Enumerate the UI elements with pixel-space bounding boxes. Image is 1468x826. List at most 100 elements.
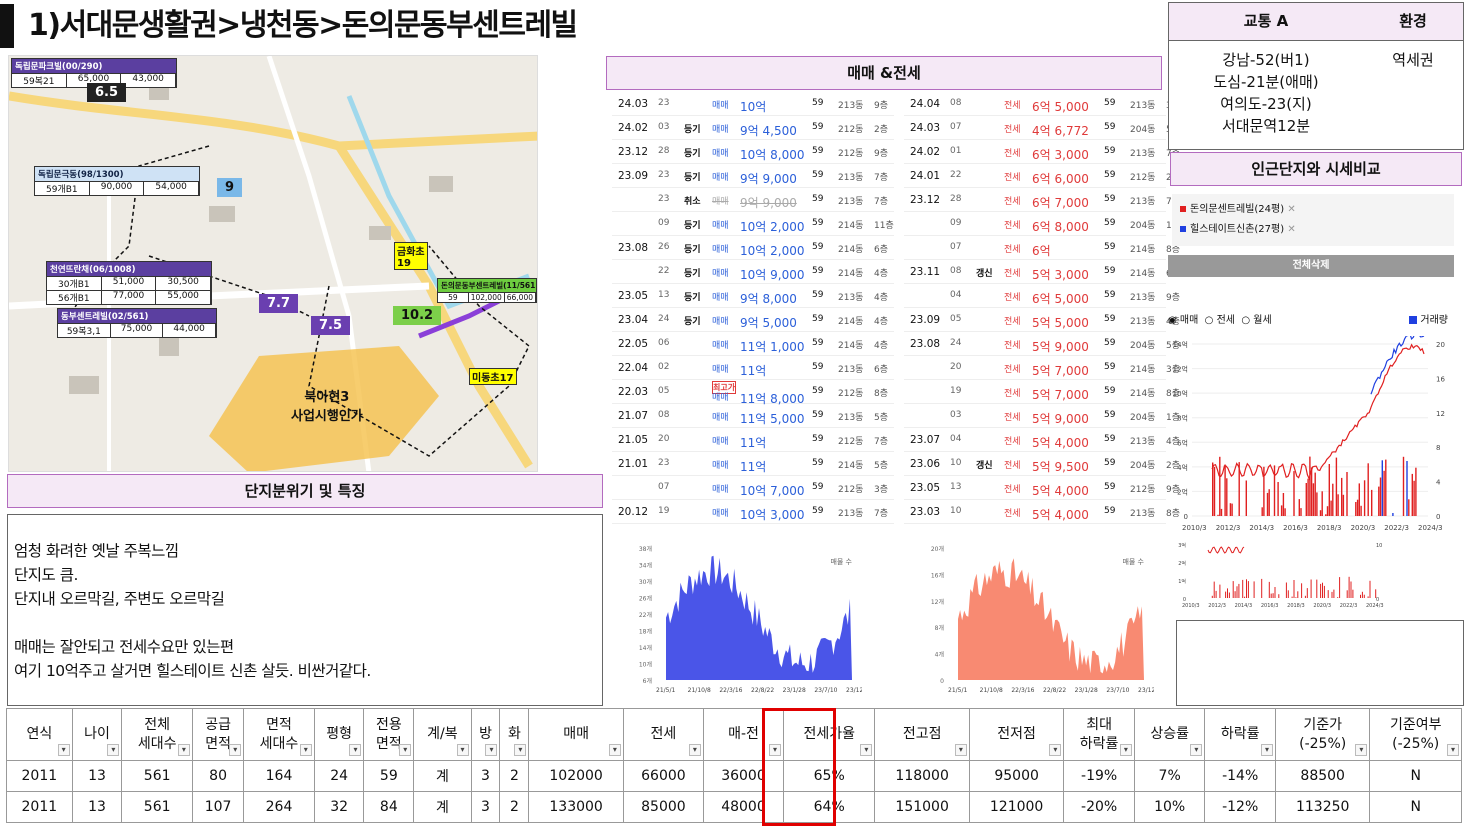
table-header-cell[interactable]: 방 ▾ (470, 708, 501, 761)
table-header-cell[interactable]: 기준가 (-25%) ▾ (1274, 708, 1371, 761)
transaction-row[interactable]: 23.08 26 등기 매매 10억 2,000 59 214동 6층 (612, 236, 894, 260)
filter-dropdown-icon[interactable]: ▾ (1190, 744, 1203, 756)
radio-monthly[interactable]: ○ 월세 (1241, 315, 1272, 326)
table-header-cell[interactable]: 전세 ▾ (622, 708, 704, 761)
transaction-row[interactable]: 23 취소 매매 9억 9,000 59 213동 7층 (612, 188, 894, 212)
volume-bar (1309, 456, 1311, 516)
filter-dropdown-icon[interactable]: ▾ (1447, 744, 1459, 756)
rent-transaction-list[interactable]: 24.04 08 전세 6억 5,000 59 213동 3층 24.03 07 전세 4억 6,7… (904, 92, 1186, 542)
transaction-row[interactable]: 09 등기 매매 10억 2,000 59 214동 11층 (612, 212, 894, 236)
filter-dropdown-icon[interactable]: ▾ (769, 744, 782, 756)
transaction-row[interactable]: 22.03 05 최고가 매매 11억 8,000 59 212동 8층 (612, 380, 894, 406)
transaction-row[interactable]: 24.03 23 매매 10억 59 213동 9층 (612, 92, 894, 116)
transaction-row[interactable]: 22 등기 매매 10억 9,000 59 214동 4층 (612, 260, 894, 284)
transaction-row[interactable]: 24.02 03 등기 매매 9억 4,500 59 212동 2층 (612, 116, 894, 140)
transaction-row[interactable]: 23.09 05 전세 5억 5,000 59 213동 4층 (904, 308, 1180, 332)
transaction-row[interactable]: 23.05 13 전세 5억 4,000 59 212동 9층 (904, 476, 1180, 500)
area-map[interactable]: 독립문파크빌(00/290) 59복21 65,000 43,000 독립문극동(9… (8, 55, 538, 472)
transaction-row[interactable]: 23.05 13 등기 매매 9억 8,000 59 213동 4층 (612, 284, 894, 308)
table-header-cell[interactable]: 계/복 ▾ (413, 708, 472, 761)
close-icon[interactable]: ✕ (1287, 204, 1296, 215)
volume-bar (1385, 459, 1387, 516)
filter-dropdown-icon[interactable]: ▾ (229, 744, 242, 756)
sale-transaction-list[interactable]: 24.03 23 매매 10억 59 213동 9층 24.02 03 등기 매매 9억 4,500 5… (612, 92, 894, 542)
transaction-row[interactable]: 20 전세 5억 7,000 59 214동 3층 (904, 356, 1180, 380)
transaction-row[interactable]: 23.12 28 등기 매매 10억 8,000 59 212동 9층 (612, 140, 894, 164)
filter-dropdown-icon[interactable]: ▾ (107, 744, 120, 756)
transaction-type: 매매 (712, 173, 729, 183)
transaction-row[interactable]: 07 전세 6억 59 214동 8층 (904, 236, 1180, 260)
table-header-cell[interactable]: 하락률 ▾ (1204, 708, 1276, 761)
table-header-cell[interactable]: 전저점 ▾ (968, 708, 1065, 761)
clear-all-button[interactable]: 전체삭제 (1168, 255, 1454, 277)
table-header-cell[interactable]: 공급 면적 ▾ (191, 708, 245, 761)
radio-sale[interactable]: ◉ 매매 (1168, 315, 1199, 326)
transaction-row[interactable]: 21.05 20 매매 11억 59 212동 7층 (612, 428, 894, 452)
filter-dropdown-icon[interactable]: ▾ (299, 744, 312, 756)
transaction-type: 매매 (712, 221, 729, 231)
table-header-cell[interactable]: 화 ▾ (499, 708, 530, 761)
transaction-row[interactable]: 19 전세 5억 7,000 59 214동 8층 (904, 380, 1180, 404)
table-cell: 88500 (1274, 760, 1371, 792)
filter-dropdown-icon[interactable]: ▾ (514, 744, 527, 756)
transaction-row[interactable]: 07 매매 10억 7,000 59 212동 3층 (612, 476, 894, 500)
filter-dropdown-icon[interactable]: ▾ (860, 744, 873, 756)
volume-bar (1244, 596, 1246, 598)
y-tick-label: 4개 (935, 651, 944, 659)
close-icon[interactable]: ✕ (1287, 224, 1296, 235)
transaction-area: 59 (812, 98, 824, 108)
filter-dropdown-icon[interactable]: ▾ (608, 744, 621, 756)
transaction-row[interactable]: 22.04 02 매매 11억 59 213동 6층 (612, 356, 894, 380)
compare-item[interactable]: 돈의문센트레빌(24평) ✕ (1180, 200, 1446, 220)
filter-dropdown-icon[interactable]: ▾ (688, 744, 701, 756)
y-tick-label: 30개 (639, 578, 652, 586)
transaction-day: 28 (658, 146, 670, 156)
transaction-row[interactable]: 23.07 04 전세 5억 4,000 59 213동 4층 (904, 428, 1180, 452)
filter-dropdown-icon[interactable]: ▾ (57, 744, 70, 756)
filter-dropdown-icon[interactable]: ▾ (1355, 744, 1368, 756)
transaction-row[interactable]: 22.05 06 매매 11억 1,000 59 214동 4층 (612, 332, 894, 356)
compare-item[interactable]: 힐스테이트신촌(27평) ✕ (1180, 220, 1446, 240)
filter-dropdown-icon[interactable]: ▾ (1260, 744, 1273, 756)
filter-dropdown-icon[interactable]: ▾ (1049, 744, 1062, 756)
transaction-row[interactable]: 23.09 23 등기 매매 9억 9,000 59 213동 7층 (612, 164, 894, 188)
filter-dropdown-icon[interactable]: ▾ (954, 744, 967, 756)
transaction-row[interactable]: 03 전세 5억 9,000 59 204동 1층 (904, 404, 1180, 428)
transaction-row[interactable]: 21.07 08 매매 11억 5,000 59 213동 5층 (612, 404, 894, 428)
table-header-cell[interactable]: 연식 ▾ (6, 708, 73, 761)
filter-dropdown-icon[interactable]: ▾ (456, 744, 469, 756)
table-header-cell[interactable]: 전고점 ▾ (874, 708, 970, 761)
table-header-cell[interactable]: 전용 면적 ▾ (363, 708, 415, 761)
table-header-cell[interactable]: 매-전 ▾ (702, 708, 785, 761)
table-header-cell[interactable]: 매매 ▾ (528, 708, 624, 761)
transaction-row[interactable]: 23.08 24 전세 5억 9,000 59 204동 5층 (904, 332, 1180, 356)
radio-rent[interactable]: ○ 전세 (1204, 315, 1235, 326)
table-header-cell[interactable]: 상승률 ▾ (1133, 708, 1206, 761)
transaction-row[interactable]: 23.06 10 갱신 전세 5억 9,500 59 204동 2층 (904, 452, 1180, 476)
table-header-cell[interactable]: 최대 하락률 ▾ (1063, 708, 1135, 761)
filter-dropdown-icon[interactable]: ▾ (1119, 744, 1132, 756)
table-header-cell[interactable]: 전체 세대수 ▾ (121, 708, 193, 761)
filter-dropdown-icon[interactable]: ▾ (399, 744, 412, 756)
volume-bar (1321, 491, 1323, 516)
filter-dropdown-icon[interactable]: ▾ (485, 744, 498, 756)
filter-dropdown-icon[interactable]: ▾ (177, 744, 190, 756)
table-header-cell[interactable]: 면적 세대수 ▾ (243, 708, 315, 761)
transaction-row[interactable]: 20.12 19 매매 10억 3,000 59 213동 7층 (612, 500, 894, 524)
table-header-cell[interactable]: 기준여부 (-25%) ▾ (1369, 708, 1462, 761)
filter-dropdown-icon[interactable]: ▾ (349, 744, 362, 756)
volume-checkbox[interactable]: 거래량 (1409, 311, 1448, 326)
table-header-cell[interactable]: 평형 ▾ (313, 708, 365, 761)
table-header-cell[interactable]: 나이 ▾ (71, 708, 123, 761)
transaction-row[interactable]: 23.04 24 등기 매매 9억 5,000 59 214동 4층 (612, 308, 894, 332)
transaction-row[interactable]: 23.03 10 전세 5억 4,000 59 213동 8층 (904, 500, 1180, 524)
transaction-row[interactable]: 21.01 23 매매 11억 59 214동 5층 (612, 452, 894, 476)
transaction-row[interactable]: 04 전세 6억 5,000 59 213동 9층 (904, 284, 1180, 308)
